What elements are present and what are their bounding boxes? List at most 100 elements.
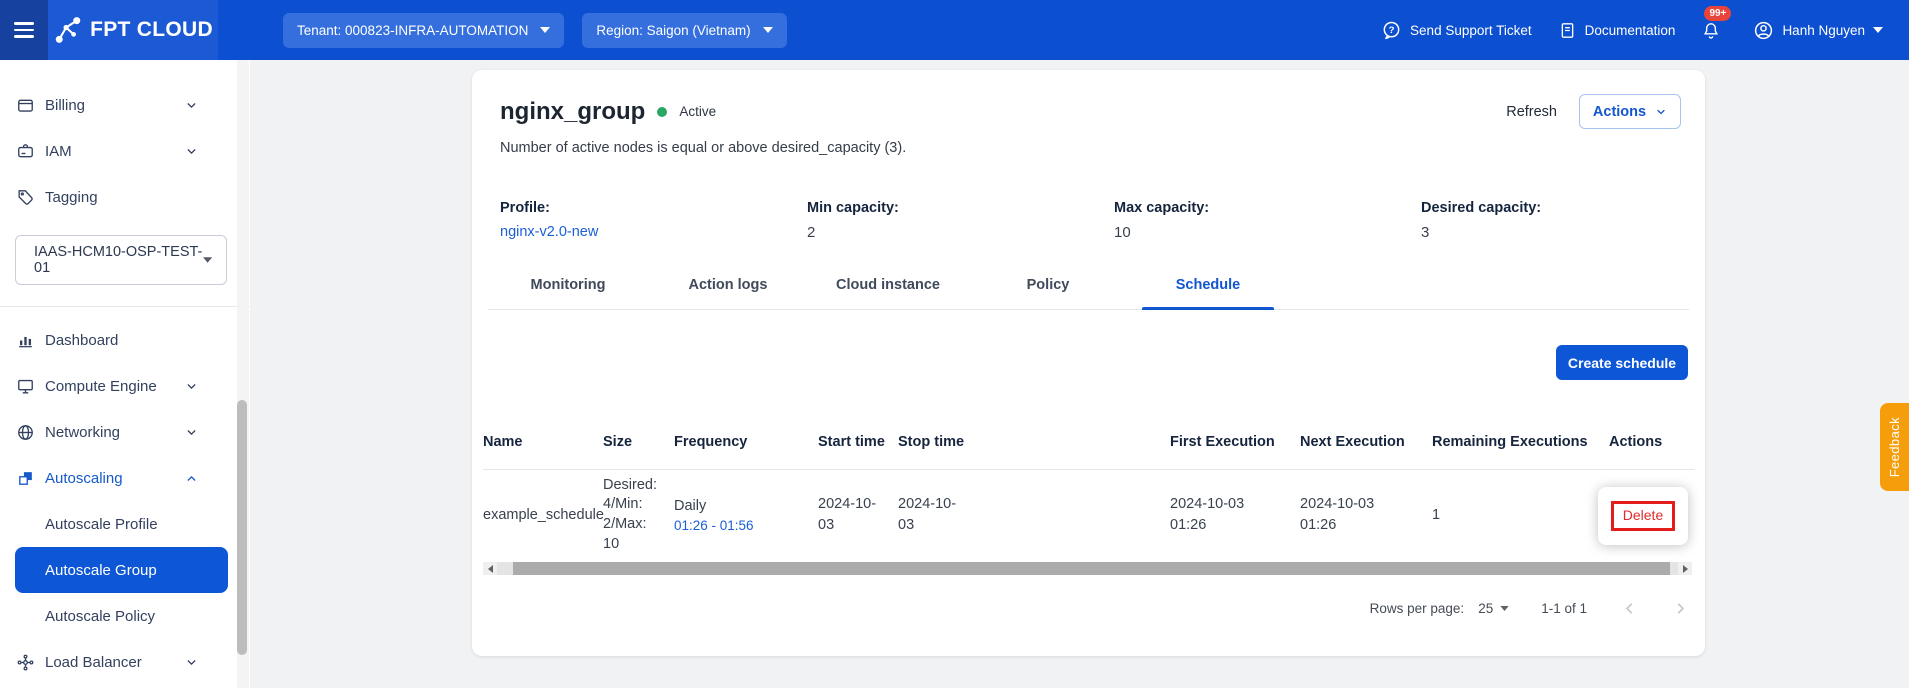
- rows-per-page-label: Rows per page:: [1369, 600, 1465, 616]
- sidebar-scrollbar-thumb[interactable]: [237, 400, 247, 655]
- scrollbar-thumb[interactable]: [513, 562, 1670, 575]
- detail-tabs: Monitoring Action logs Cloud instance Po…: [488, 260, 1689, 310]
- frequency-time-link[interactable]: 01:26 - 01:56: [674, 517, 754, 533]
- delete-action-popover: Delete: [1598, 487, 1688, 545]
- rows-per-page-select[interactable]: 25: [1478, 601, 1509, 616]
- schedule-table-row: example_schedule Desired: 4/Min: 2/Max: …: [483, 470, 1695, 560]
- column-header-name: Name: [483, 434, 523, 450]
- tab-cloud-instance[interactable]: Cloud instance: [836, 276, 940, 293]
- scroll-left-arrow[interactable]: [483, 562, 497, 575]
- tenant-label: Tenant: 000823-INFRA-AUTOMATION: [297, 22, 529, 38]
- column-header-first-execution: First Execution: [1170, 434, 1275, 450]
- create-schedule-button[interactable]: Create schedule: [1556, 345, 1688, 380]
- delete-button[interactable]: Delete: [1622, 507, 1664, 523]
- sidebar-item-autoscaling[interactable]: Autoscaling: [0, 455, 214, 501]
- tenant-selector[interactable]: Tenant: 000823-INFRA-AUTOMATION: [283, 12, 565, 48]
- column-header-frequency: Frequency: [674, 434, 748, 450]
- hamburger-icon: [14, 22, 34, 25]
- sidebar-scrollbar[interactable]: [237, 60, 249, 688]
- region-label: Region: Saigon (Vietnam): [596, 22, 751, 38]
- tab-policy[interactable]: Policy: [1026, 276, 1070, 293]
- cell-size: Desired: 4/Min: 2/Max: 10: [603, 476, 657, 552]
- sidebar-item-compute-engine[interactable]: Compute Engine: [0, 363, 214, 409]
- tab-action-logs[interactable]: Action logs: [688, 276, 768, 293]
- documentation-icon: [1561, 22, 1573, 38]
- caret-down-icon: [762, 27, 773, 33]
- sidebar-item-autoscale-group[interactable]: Autoscale Group: [15, 547, 228, 593]
- chevron-down-icon: [1657, 109, 1665, 114]
- menu-toggle-button[interactable]: [0, 0, 48, 60]
- documentation-link[interactable]: Documentation: [1558, 21, 1675, 40]
- support-chat-icon: ?: [1383, 21, 1400, 39]
- fpt-molecule-icon: [55, 17, 81, 43]
- sidebar-item-dashboard[interactable]: Dashboard: [0, 317, 214, 363]
- tab-schedule[interactable]: Schedule: [1128, 260, 1288, 310]
- svg-text:?: ?: [1389, 25, 1395, 36]
- sidebar-item-billing[interactable]: Billing: [0, 82, 214, 128]
- pagination-bar: Rows per page: 25 1-1 of 1: [1370, 590, 1689, 626]
- tab-monitoring[interactable]: Monitoring: [530, 276, 606, 293]
- previous-page-button[interactable]: [1621, 600, 1638, 617]
- chevron-down-icon: [185, 99, 198, 112]
- autoscale-group-detail-card: nginx_group Active Refresh Actions Numbe…: [472, 70, 1705, 656]
- scrollbar-track[interactable]: [497, 562, 1678, 575]
- top-navbar: FPT CLOUD Tenant: 000823-INFRA-AUTOMATIO…: [0, 0, 1909, 60]
- dashboard-icon: [14, 331, 36, 350]
- send-support-ticket-button[interactable]: ? Send Support Ticket: [1381, 20, 1532, 41]
- schedule-table-header: Name Size Frequency Start time Stop time…: [483, 415, 1695, 470]
- support-label: Send Support Ticket: [1410, 22, 1532, 38]
- chevron-down-icon: [185, 145, 198, 158]
- sidebar-item-autoscale-policy[interactable]: Autoscale Policy: [45, 607, 156, 625]
- bell-icon: [1704, 22, 1719, 39]
- annotation-highlight-box: Delete: [1610, 501, 1676, 531]
- sidebar-item-iam[interactable]: IAM: [0, 128, 214, 174]
- cell-frequency: Daily 01:26 - 01:56: [674, 498, 818, 533]
- notifications-button[interactable]: 99+: [1701, 5, 1732, 41]
- cell-first-execution: 2024-10-03 01:26: [1170, 495, 1245, 533]
- scroll-right-arrow[interactable]: [1678, 562, 1692, 575]
- stat-desired-capacity: Desired capacity: 3: [1421, 200, 1542, 241]
- column-header-actions: Actions: [1609, 434, 1663, 450]
- user-menu[interactable]: Hanh Nguyen: [1753, 20, 1883, 41]
- column-header-next-execution: Next Execution: [1300, 434, 1405, 450]
- sidebar: Billing IAM: [0, 60, 250, 688]
- chevron-down-icon: [185, 426, 198, 439]
- chevron-down-icon: [185, 380, 198, 393]
- user-avatar-icon: [1755, 21, 1773, 39]
- vpc-selector[interactable]: IAAS-HCM10-OSP-TEST-01: [15, 235, 227, 285]
- sidebar-divider: [0, 306, 250, 307]
- table-horizontal-scrollbar[interactable]: [483, 562, 1692, 575]
- sidebar-item-tagging[interactable]: Tagging: [0, 174, 214, 220]
- load-balancer-icon: [14, 653, 36, 672]
- chevron-up-icon: [185, 472, 198, 485]
- capacity-stats: Profile: nginx-v2.0-new Min capacity: 2 …: [500, 200, 1728, 241]
- brand-text: FPT CLOUD: [90, 18, 213, 41]
- sidebar-item-autoscale-profile[interactable]: Autoscale Profile: [45, 515, 158, 533]
- user-name: Hanh Nguyen: [1782, 22, 1865, 38]
- fpt-cloud-logo[interactable]: FPT CLOUD: [48, 0, 218, 60]
- sidebar-item-networking[interactable]: Networking: [0, 409, 214, 455]
- chevron-down-icon: [185, 656, 198, 669]
- column-header-remaining-executions: Remaining Executions: [1432, 434, 1588, 450]
- feedback-tab[interactable]: Feedback: [1880, 403, 1909, 491]
- column-header-stop-time: Stop time: [898, 434, 965, 450]
- next-page-button[interactable]: [1672, 600, 1689, 617]
- refresh-button[interactable]: Refresh: [1506, 103, 1557, 120]
- region-selector[interactable]: Region: Saigon (Vietnam): [582, 12, 787, 48]
- notification-badge: 99+: [1704, 5, 1732, 21]
- actions-dropdown-button[interactable]: Actions: [1579, 94, 1681, 129]
- column-header-start-time: Start time: [818, 434, 885, 450]
- sidebar-item-load-balancer[interactable]: Load Balancer: [0, 639, 214, 685]
- cell-name: example_schedule: [483, 507, 604, 523]
- cell-remaining-executions: 1: [1432, 507, 1441, 523]
- group-status-description: Number of active nodes is equal or above…: [500, 140, 907, 156]
- cell-start-time: 2024-10-03: [818, 495, 877, 533]
- profile-link[interactable]: nginx-v2.0-new: [500, 224, 599, 240]
- caret-down-icon: [540, 27, 551, 33]
- billing-icon: [14, 96, 36, 115]
- pagination-range-label: 1-1 of 1: [1541, 600, 1587, 616]
- caret-down-icon: [202, 257, 212, 263]
- caret-down-icon: [1873, 27, 1883, 33]
- compute-engine-icon: [14, 377, 36, 396]
